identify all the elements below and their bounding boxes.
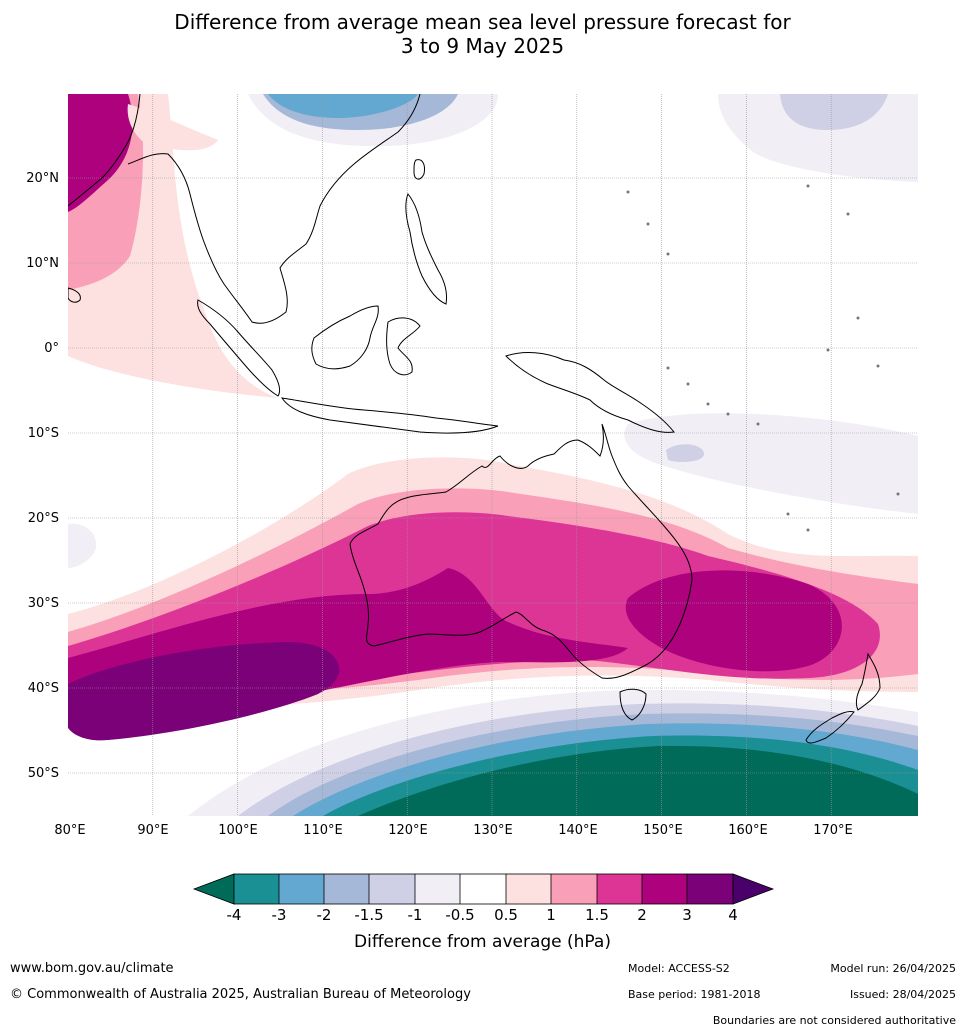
nz-south-island (805, 711, 855, 744)
anomaly-coral-neg-0.5 (624, 413, 918, 514)
colorbar-segment-8 (551, 874, 597, 904)
lat-label-30s: 30°S (27, 596, 59, 611)
philippines-coast (405, 193, 447, 305)
colorbar-segment-11 (687, 874, 733, 904)
colorbar-tick: -3 (271, 906, 287, 924)
mainland-asia-coast (127, 94, 421, 324)
lat-label-20n: 20°N (26, 171, 59, 186)
lon-label-170e: 170°E (813, 823, 853, 838)
lon-label-90e: 90°E (137, 823, 169, 838)
sumatra-coast (197, 299, 281, 397)
model-run-text: Model run: 26/04/2025 (830, 962, 956, 975)
lat-label-50s: 50°S (27, 766, 59, 781)
lon-label-150e: 150°E (643, 823, 683, 838)
colorbar-segment-3 (324, 874, 369, 904)
australia-coast (349, 423, 693, 679)
graticule (68, 94, 918, 816)
colorbar-tick: -4 (226, 906, 242, 924)
taiwan-coast (413, 159, 425, 180)
lon-label-140e: 140°E (558, 823, 598, 838)
coastlines (68, 94, 881, 744)
colorbar-tick: -2 (316, 906, 332, 924)
copyright-text: © Commonwealth of Australia 2025, Austra… (10, 987, 471, 1002)
website-link[interactable]: www.bom.gov.au/climate (10, 961, 174, 976)
lat-label-0: 0° (44, 341, 59, 356)
title-line-2: 3 to 9 May 2025 (400, 34, 565, 58)
colorbar-tick: 2 (637, 906, 647, 924)
colorbar-segment-4 (369, 874, 415, 904)
colorbar-segment-10 (642, 874, 687, 904)
lat-label-40s: 40°S (27, 681, 59, 696)
tasmania-coast (619, 688, 647, 721)
lon-label-120e: 120°E (388, 823, 428, 838)
anomaly-band-neg-4 (358, 745, 918, 816)
lon-label-80e: 80°E (54, 823, 86, 838)
anomaly-boi-pos-2 (68, 94, 133, 212)
sri-lanka-coast (68, 287, 81, 303)
colorbar-segment-6 (460, 874, 506, 904)
pressure-anomaly-map (68, 94, 918, 816)
colorbar-tick: 1.5 (585, 906, 609, 924)
anomaly-ne-neg-1 (780, 94, 888, 130)
anomaly-tasman-pos-2 (625, 570, 842, 672)
colorbar-tick: 3 (682, 906, 692, 924)
new-guinea-coast (505, 352, 675, 433)
title-line-1: Difference from average mean sea level p… (174, 10, 791, 34)
anomaly-china-pos (127, 104, 218, 151)
colorbar-segment-2 (279, 874, 324, 904)
colorbar-tick: 0.5 (494, 906, 518, 924)
borneo-coast (311, 305, 379, 370)
disclaimer-text: Boundaries are not considered authoritat… (712, 1014, 956, 1027)
lon-label-160e: 160°E (728, 823, 768, 838)
colorbar-segment-5 (415, 874, 460, 904)
colorbar-tick: -1 (407, 906, 423, 924)
sulawesi-coast (386, 317, 421, 376)
colorbar-tick: 4 (728, 906, 738, 924)
lon-label-130e: 130°E (473, 823, 513, 838)
colorbar-segment-7 (506, 874, 551, 904)
anomaly-west-neg (68, 523, 97, 568)
colorbar-segment-1 (234, 874, 279, 904)
issued-text: Issued: 28/04/2025 (849, 988, 956, 1001)
lat-label-20s: 20°S (27, 511, 59, 526)
lon-label-100e: 100°E (218, 823, 258, 838)
anomaly-aus-pos-3 (68, 642, 340, 741)
map-title: Difference from average mean sea level p… (0, 10, 965, 58)
colorbar-segment-9 (597, 874, 642, 904)
nz-north-island (855, 652, 881, 711)
colorbar-extend-low (192, 873, 235, 905)
lon-label-110e: 110°E (303, 823, 343, 838)
anomaly-coral-neg-1 (666, 444, 704, 462)
base-period-text: Base period: 1981-2018 (628, 988, 761, 1001)
colorbar-label: Difference from average (hPa) (354, 932, 611, 952)
colorbar-extend-high (732, 873, 775, 905)
lat-label-10s: 10°S (27, 426, 59, 441)
india-coast (68, 94, 141, 207)
colorbar-tick: -0.5 (445, 906, 475, 924)
lat-label-10n: 10°N (26, 256, 59, 271)
model-text: Model: ACCESS-S2 (628, 962, 730, 975)
pacific-islands (626, 184, 900, 532)
anomaly-north-neg-2 (268, 94, 418, 118)
java-coast (280, 397, 499, 434)
colorbar-tick: -1.5 (354, 906, 384, 924)
colorbar-tick: 1 (546, 906, 556, 924)
